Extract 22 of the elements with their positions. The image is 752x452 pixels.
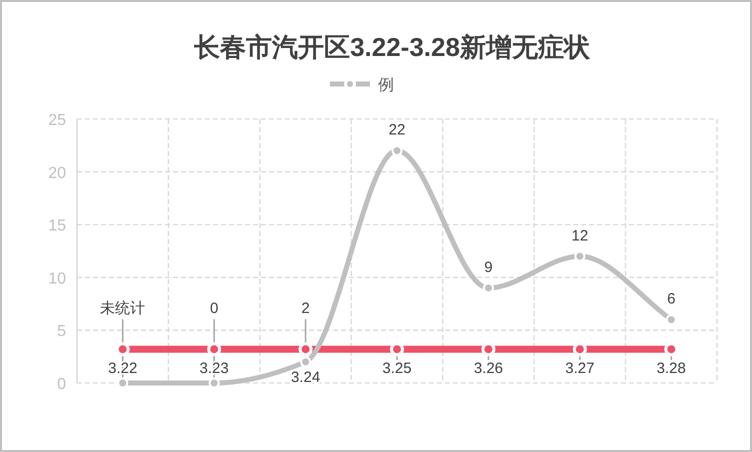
x-tick-label: 3.27 [565,360,594,377]
data-label: 0 [210,300,218,318]
x-tick-label: 3.26 [474,360,504,377]
data-label: 未统计 [100,300,146,318]
title: 长春市汽开区3.22-3.28新增无症状 [194,32,590,62]
y-tick-label: 10 [48,270,66,288]
y-tick-label: 5 [57,323,66,340]
legend-label: 例 [378,77,394,94]
x-tick-label: 3.23 [200,360,229,377]
y-tick-label: 15 [48,218,66,235]
data-label: 22 [388,122,406,139]
data-label: 12 [572,227,588,244]
x-tick-label: 3.25 [382,360,412,377]
data-label: 2 [301,300,310,318]
y-tick-label: 0 [57,376,66,393]
x-tick-label: 3.24 [290,368,320,386]
y-tick-label: 20 [48,164,66,182]
x-tick-label: 3.22 [108,360,138,377]
data-label: 6 [667,290,676,308]
x-tick-label: 3.28 [656,360,686,377]
y-tick-label: 25 [48,112,66,129]
data-label: 9 [484,258,493,276]
